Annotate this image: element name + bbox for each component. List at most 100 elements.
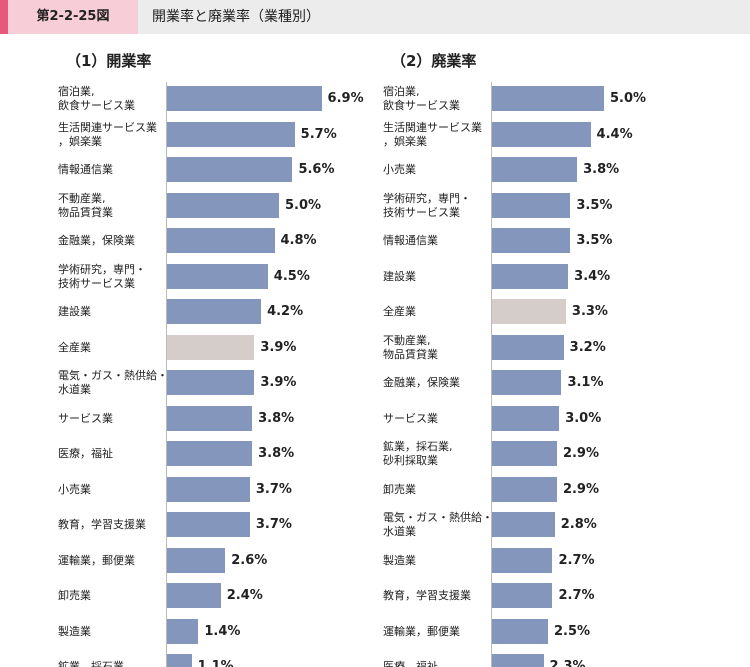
category-label: 金融業，保険業	[383, 376, 460, 389]
bar	[167, 654, 192, 667]
category-label: 建設業	[58, 305, 91, 318]
bar	[492, 86, 604, 111]
category-label: 建設業	[383, 269, 416, 283]
bar	[492, 121, 591, 147]
bar	[492, 654, 544, 667]
chart-title: （1）開業率	[66, 52, 152, 70]
value-label: 3.1%	[567, 375, 604, 390]
category-label: 宿泊業, 飲食サービス業	[58, 85, 135, 112]
value-label: 3.8%	[583, 162, 620, 177]
bar	[167, 583, 221, 608]
header-accent-bar	[0, 0, 8, 34]
chart-closure-rate: （2）廃業率 宿泊業, 飲食サービス業 5.0% 生活関連サービス業 ，娯楽業 4.4…	[375, 48, 715, 667]
category-label: 全産業	[58, 340, 91, 354]
bar-all-industries	[492, 299, 566, 324]
value-label: 4.2%	[267, 304, 304, 319]
value-label: 3.9%	[260, 375, 297, 390]
category-label: 鉱業，採石業, 砂利採取業	[383, 440, 453, 467]
value-label: 2.9%	[562, 446, 600, 461]
bar	[167, 512, 250, 537]
category-label: 金融業，保険業	[58, 234, 135, 247]
bar	[492, 192, 571, 218]
chart-opening-rate: （1）開業率 宿泊業, 飲食サービス業 6.9% 生活関連サービス業 ，娯楽業 5.7…	[50, 48, 390, 667]
value-label: 3.3%	[571, 304, 608, 319]
chart-axis-line	[491, 82, 492, 667]
category-label: サービス業	[58, 411, 113, 425]
value-label: 5.0%	[610, 91, 647, 106]
value-label: 3.7%	[255, 481, 292, 497]
category-label: 不動産業, 物品賃貸業	[383, 333, 438, 361]
bar	[492, 334, 564, 360]
value-label: 5.0%	[285, 197, 322, 213]
category-label: サービス業	[383, 411, 438, 425]
category-label: 宿泊業, 飲食サービス業	[383, 85, 460, 112]
bar	[492, 618, 548, 644]
category-label: 運輸業，郵便業	[383, 624, 460, 638]
bar-all-industries	[167, 334, 255, 360]
value-label: 2.4%	[226, 588, 263, 603]
value-label: 5.7%	[300, 126, 337, 142]
bar	[167, 157, 293, 182]
chart-axis-line	[166, 82, 167, 667]
value-label: 2.5%	[554, 623, 591, 639]
bar	[492, 441, 557, 466]
bar	[492, 512, 555, 537]
figure-header: 第2-2-25図 開業率と廃業率（業種別）	[0, 0, 750, 34]
value-label: 2.8%	[560, 517, 597, 532]
category-label: 学術研究，専門・ 技術サービス業	[58, 262, 146, 290]
value-label: 3.4%	[574, 268, 611, 284]
value-label: 1.4%	[204, 623, 241, 639]
bar	[167, 370, 255, 395]
value-label: 4.8%	[280, 233, 317, 248]
value-label: 6.9%	[327, 91, 364, 106]
value-label: 3.7%	[255, 517, 292, 532]
bar	[492, 547, 553, 573]
category-label: 不動産業, 物品賃貸業	[58, 191, 113, 219]
bar	[167, 192, 279, 218]
bar	[167, 547, 226, 573]
bar	[492, 370, 562, 395]
category-label: 製造業	[383, 553, 416, 567]
value-label: 2.7%	[558, 552, 595, 568]
bar	[167, 263, 268, 289]
value-label: 4.5%	[273, 268, 310, 284]
value-label: 5.6%	[298, 162, 335, 177]
bar	[492, 405, 560, 431]
value-label: 3.5%	[576, 197, 613, 213]
value-label: 2.3%	[549, 659, 586, 667]
value-label: 3.2%	[569, 339, 606, 355]
value-label: 2.7%	[558, 588, 595, 603]
bar	[492, 476, 557, 502]
category-label: 医療，福祉	[383, 660, 438, 667]
bar	[167, 476, 250, 502]
category-label: 小売業	[383, 163, 416, 176]
category-label: 全産業	[383, 305, 416, 318]
value-label: 3.9%	[260, 339, 297, 355]
bar	[167, 441, 253, 466]
category-label: 医療，福祉	[58, 447, 113, 460]
category-label: 教育，学習支援業	[383, 589, 471, 602]
category-label: 電気・ガス・熱供給・ 水道業	[383, 511, 493, 538]
bar	[167, 228, 275, 253]
bar	[167, 299, 262, 324]
value-label: 3.0%	[565, 410, 602, 426]
category-label: 情報通信業	[58, 163, 113, 176]
category-label: 製造業	[58, 624, 91, 638]
bar	[167, 618, 199, 644]
value-label: 3.5%	[576, 233, 613, 248]
value-label: 3.8%	[258, 410, 295, 426]
bar	[492, 228, 571, 253]
category-label: 小売業	[58, 482, 91, 496]
category-label: 電気・ガス・熱供給・ 水道業	[58, 369, 168, 396]
category-label: 学術研究，専門・ 技術サービス業	[383, 191, 471, 219]
figure-number-label: 第2-2-25図	[8, 0, 138, 34]
bar	[167, 405, 253, 431]
value-label: 2.6%	[231, 552, 268, 568]
value-label: 2.9%	[562, 481, 600, 497]
category-label: 鉱業，採石業,	[58, 660, 128, 667]
bar	[492, 583, 553, 608]
value-label: 4.4%	[596, 126, 633, 142]
bar	[167, 86, 322, 111]
category-label: 教育，学習支援業	[58, 518, 146, 531]
category-label: 卸売業	[383, 482, 416, 496]
